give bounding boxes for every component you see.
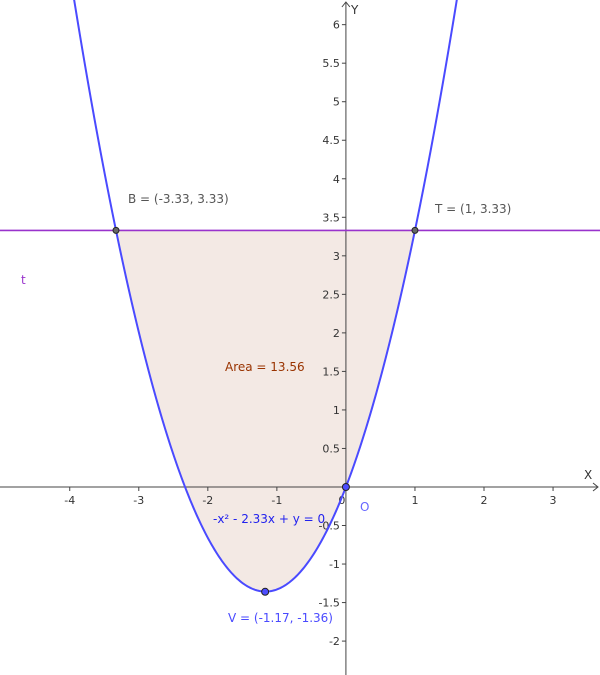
y-axis-label: Y — [351, 3, 359, 17]
y-tick-label: 5 — [333, 96, 340, 109]
y-tick-label: -1.5 — [318, 597, 339, 610]
line-t-label: t — [21, 273, 26, 287]
y-tick-label: 4.5 — [322, 134, 340, 147]
x-tick-label: 2 — [481, 494, 488, 507]
y-tick-label: 1 — [333, 404, 340, 417]
shaded-area — [115, 230, 415, 592]
x-tick-label: 1 — [411, 494, 418, 507]
x-tick-label: 0 — [338, 494, 345, 507]
x-tick-label: -4 — [64, 494, 75, 507]
point-t-label: T = (1, 3.33) — [435, 202, 512, 216]
x-axis-label: X — [584, 468, 593, 482]
point-b — [112, 226, 120, 234]
point-t — [411, 226, 419, 234]
point-v — [261, 587, 270, 596]
y-tick-label: 1.5 — [322, 365, 340, 378]
y-tick-label: -1 — [329, 558, 340, 571]
y-tick-label: 0.5 — [322, 442, 340, 455]
y-tick-label: 2 — [333, 327, 340, 340]
y-tick-label: -2 — [329, 635, 340, 648]
x-axis-arrow — [592, 482, 599, 492]
parabola-curve — [73, 0, 458, 593]
equation-label: -x² - 2.33x + y = 0 — [213, 512, 326, 526]
y-tick-label: 2.5 — [322, 288, 340, 301]
y-tick-label: 3.5 — [322, 211, 340, 224]
point-o — [341, 482, 350, 491]
y-tick-label: 4 — [333, 173, 340, 186]
y-tick-label: 3 — [333, 250, 340, 263]
x-tick-label: 3 — [550, 494, 557, 507]
area-label: Area = 13.56 — [225, 360, 305, 374]
point-o-label: O — [360, 500, 370, 514]
x-tick-label: -2 — [202, 494, 213, 507]
y-tick-label: 5.5 — [322, 57, 340, 70]
y-tick-label: 6 — [333, 19, 340, 32]
y-axis-arrow — [341, 1, 351, 8]
point-b-label: B = (-3.33, 3.33) — [128, 192, 229, 206]
x-tick-label: -1 — [271, 494, 282, 507]
point-v-label: V = (-1.17, -1.36) — [228, 611, 333, 625]
x-tick-label: -3 — [133, 494, 144, 507]
